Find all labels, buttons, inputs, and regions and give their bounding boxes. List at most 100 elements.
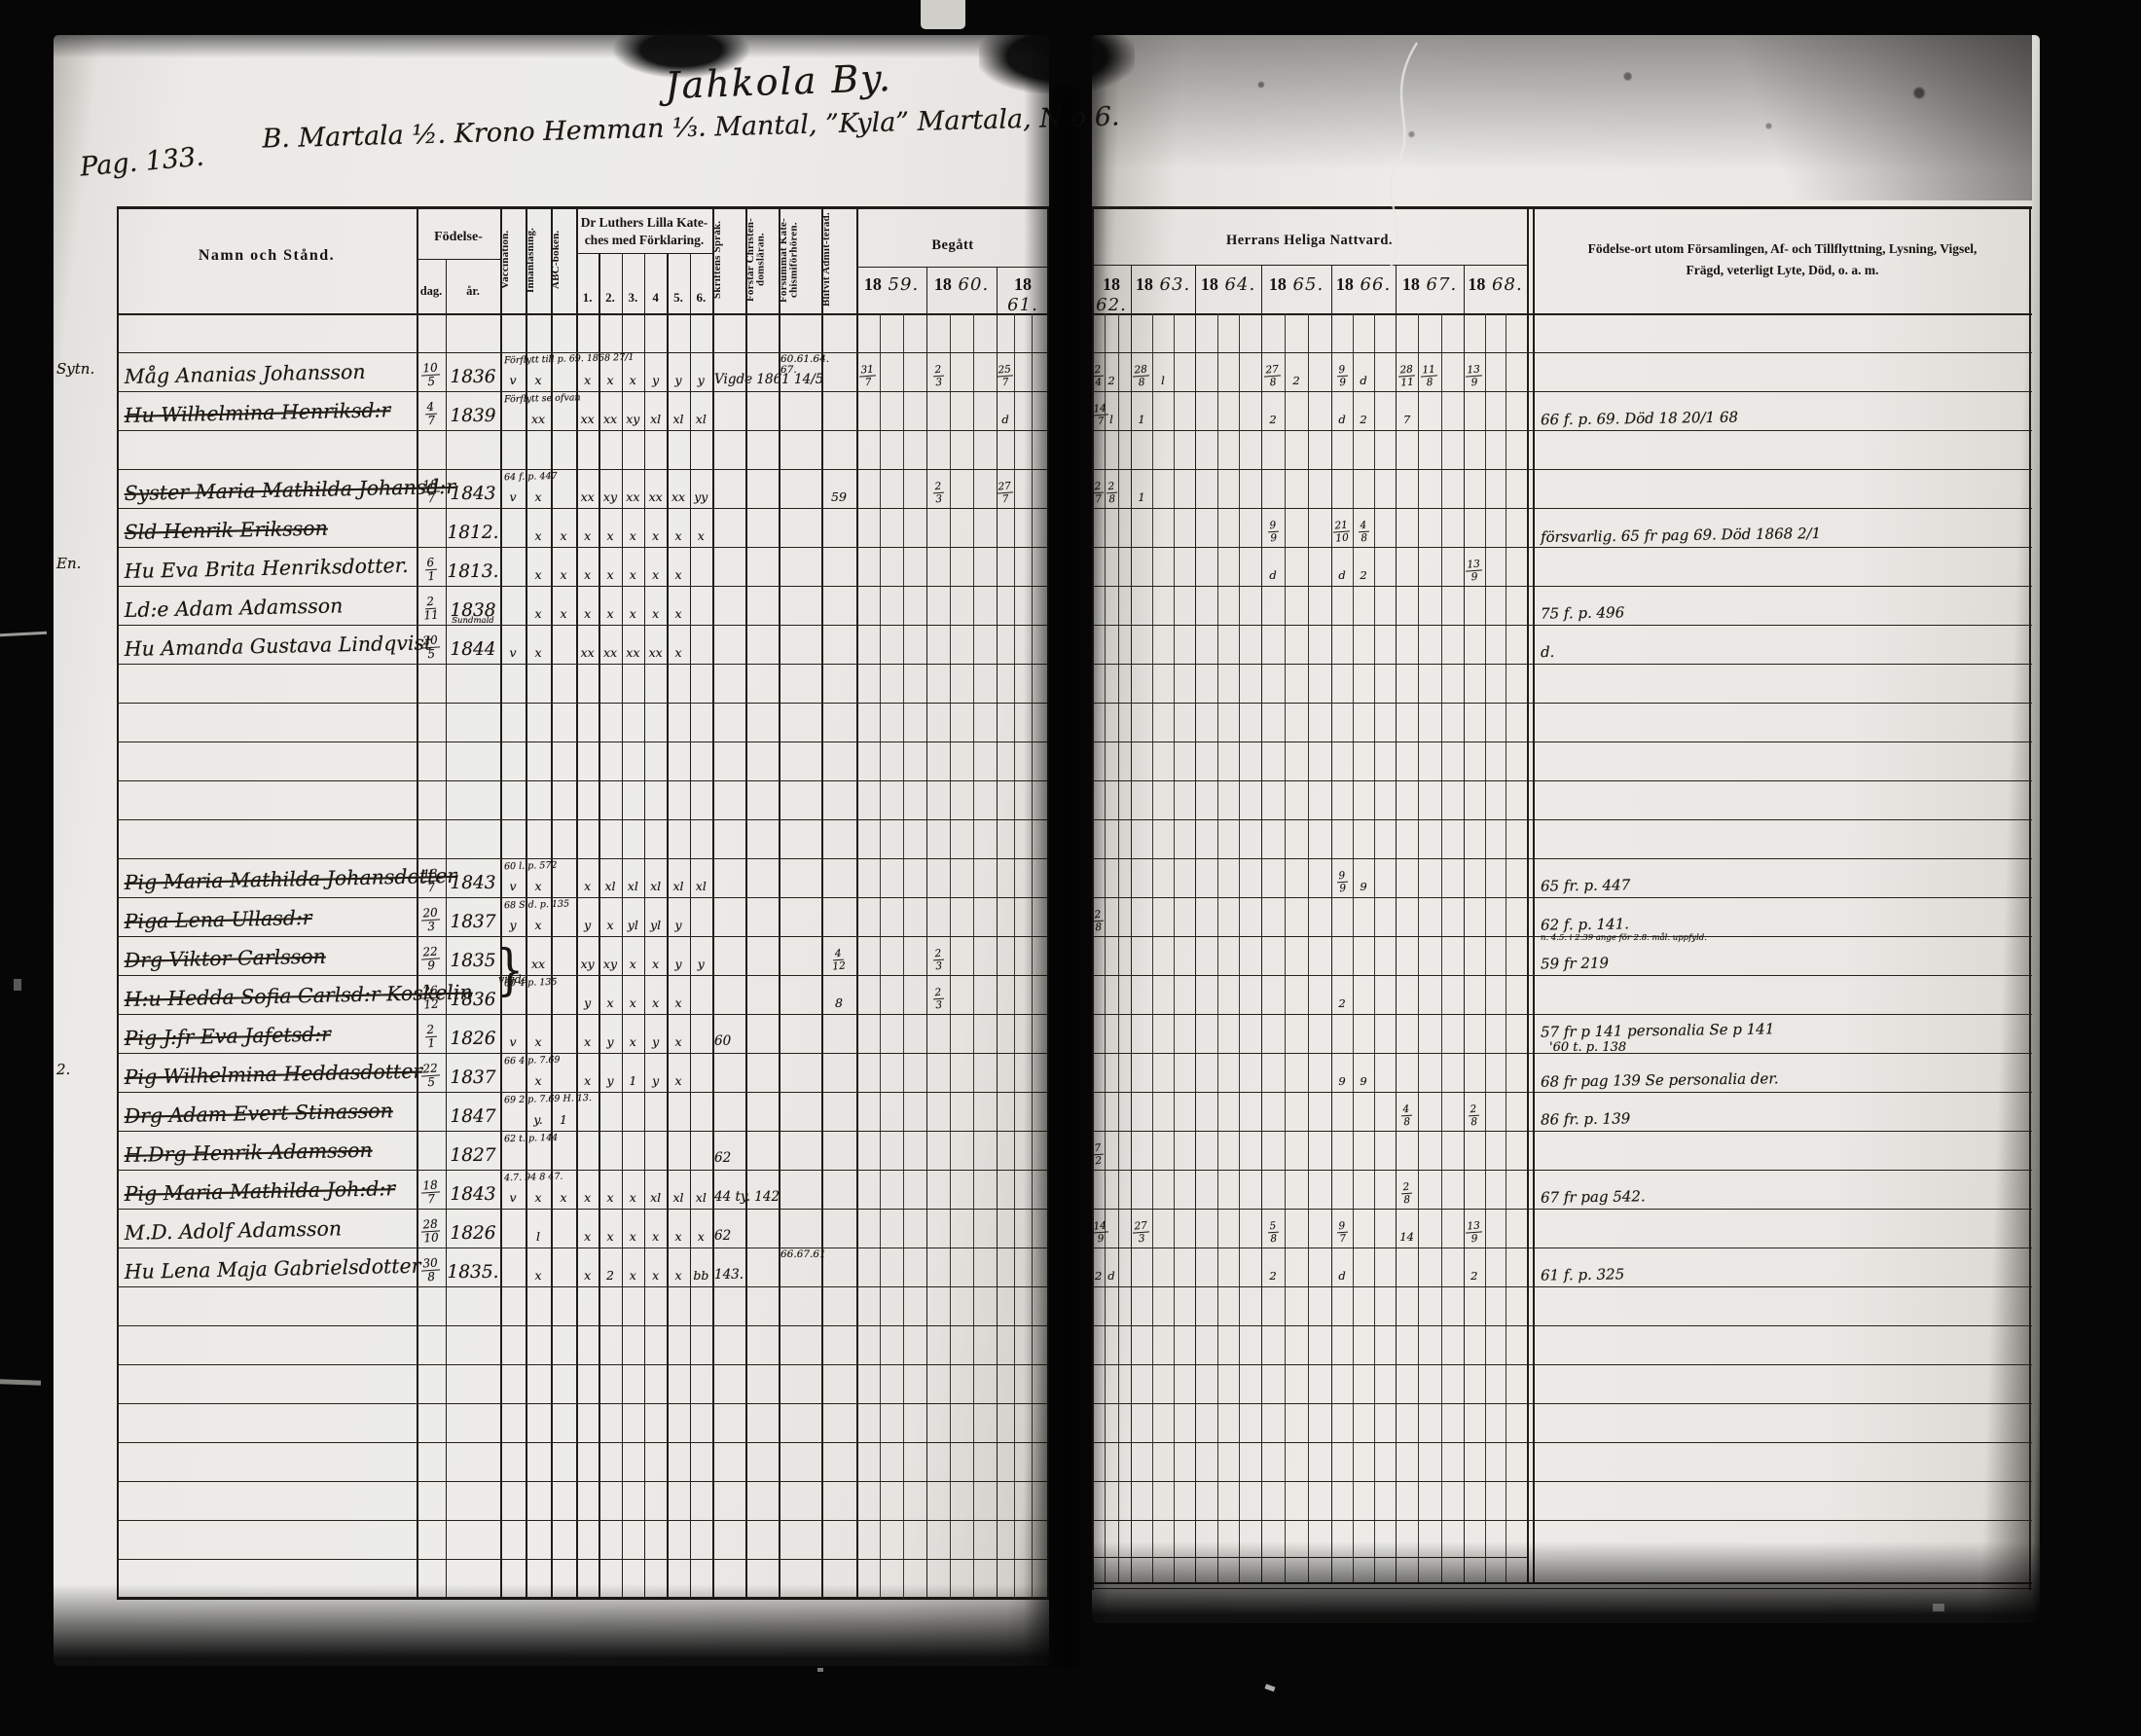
remark-note: 68 fr pag 139 Se personalia der. [1540,1069,1779,1091]
birth-year: 1812. [447,523,499,543]
table-row: 4 8 2 8 86 fr. p. 139 [1092,1092,2032,1131]
catechism-mark: x [629,1034,636,1049]
grid-vline [1440,313,1442,1582]
grid-hline [1092,936,2032,938]
grid-vline [821,206,823,1599]
remark-note-small: n. 4.5. i 2.39 ange för 2.8. mål. uppfyl… [1541,933,1707,943]
grid-hline [117,780,1049,782]
vaccination-mark: v [509,879,517,893]
person-name: Pig Maria Mathilda Joh:d:r [124,1176,396,1206]
header-katekes-line2: ches med Förklaring. [584,233,705,247]
reading-mark: l [536,1229,540,1244]
grid-vline [689,253,691,1599]
catechism-mark: y [652,1034,660,1049]
birth-year: 1836 [450,367,496,387]
grid-hline [117,625,1049,627]
reading-mark: x [534,373,542,387]
birth-year: 1838 [450,600,496,621]
catechism-mark: xl [672,1190,684,1205]
catechism-note: 68 Sid. p. 135 [503,898,570,912]
table-row [117,430,1049,469]
table-row [1092,430,2032,469]
grid-hline [117,664,1049,666]
scripture-note: 62 [714,1150,732,1166]
table-row: 59 fr 219 [1092,936,2032,975]
grid-vline [500,206,502,1599]
table-row: d. [1092,625,2032,664]
catechism-mark: x [629,1190,636,1205]
catechism-mark: x [674,1268,682,1283]
grid-hline [1092,352,2032,354]
person-name: Pig Wilhelmina Heddasdotter [124,1059,423,1089]
birth-day: 18 7 [417,478,446,505]
paper-crease-line [1388,42,1419,270]
scanner-scratch-mark [0,1379,42,1386]
admitted-mark: 8 [835,995,843,1010]
grid-hline [1092,1403,2032,1405]
person-name: Hu Amanda Gustava Lindqvist [124,631,433,661]
katekes-subcolumn-number: 4 [652,290,659,305]
reading-mark: x [534,567,542,582]
grid-vline [667,253,669,1599]
grid-vline [1374,313,1375,1582]
right-table: Herrans Heliga Nattvard. Födelse-ort uto… [1091,206,2032,1592]
birth-year: 1843 [450,873,496,893]
grid-hline [117,858,1049,860]
communion-date: 13 9 [1464,559,1485,583]
table-row [117,1520,1049,1559]
grid-hline [856,267,1049,269]
birth-year: 1813. [447,561,499,582]
catechism-mark: x [652,1229,660,1244]
grid-vline [1484,313,1486,1582]
header-dag: dag. [419,284,443,298]
grid-hline [117,1092,1049,1094]
grid-hline [1092,313,2032,315]
header-skriftens-sprak: Skriftens Språk. [711,220,723,300]
grid-hline [117,547,1049,549]
table-row: En. Hu Eva Brita Henriksdotter. 6 1 1813. x x x… [56,547,1049,586]
grid-hline [117,469,1049,471]
year-label: 18 64. [1200,274,1256,295]
catechism-mark: bb [693,1268,709,1283]
table-row: 14 9 27 3 5 8 9 7 14 13 9 [1091,1209,2032,1248]
communion-date: 2 [1292,374,1300,387]
header-katekes-line1: Dr Luthers Lilla Kate- [580,215,708,230]
grid-hline [1092,586,2032,588]
table-row [117,1364,1049,1403]
birth-day: 13 7 [417,867,446,894]
remark-note: 57 fr p 141 personalia Se p 141 [1540,1020,1775,1041]
catechism-note: 66 4 p. 7.69 [503,1054,561,1067]
grid-vline [1131,265,1133,1582]
table-row [117,819,1049,858]
brace: } [495,939,525,1002]
grid-vline [1014,313,1015,1599]
right-page [1092,35,2040,1623]
remark-note-line2: '60 t. p. 138 [1549,1040,1627,1055]
catechism-mark: x [629,567,636,582]
grid-hline [1092,1582,2032,1585]
table-row [1092,780,2032,819]
catechism-mark: xx [602,645,618,660]
person-name: Måg Ananias Johansson [124,359,366,388]
catechism-mark: x [584,879,592,893]
table-row: 2 [1092,975,2032,1014]
header-ar: år. [466,284,480,298]
grid-hline [1092,1170,2032,1172]
catechism-mark: yl [650,918,662,932]
catechism-note: 60 l. p. 572 [503,859,558,873]
catechism-mark: y [606,1034,614,1049]
grid-vline [1464,265,1466,1582]
communion-date: 9 [1360,880,1367,893]
katekes-subcolumn-number: 6. [696,290,707,305]
table-row [117,664,1049,703]
grid-vline [1117,313,1119,1582]
table-row [117,1286,1049,1325]
catechism-note: 4.7. 94 8 47. [503,1171,563,1184]
grid-vline [903,313,904,1599]
birth-day: 18 7 [417,1178,446,1206]
